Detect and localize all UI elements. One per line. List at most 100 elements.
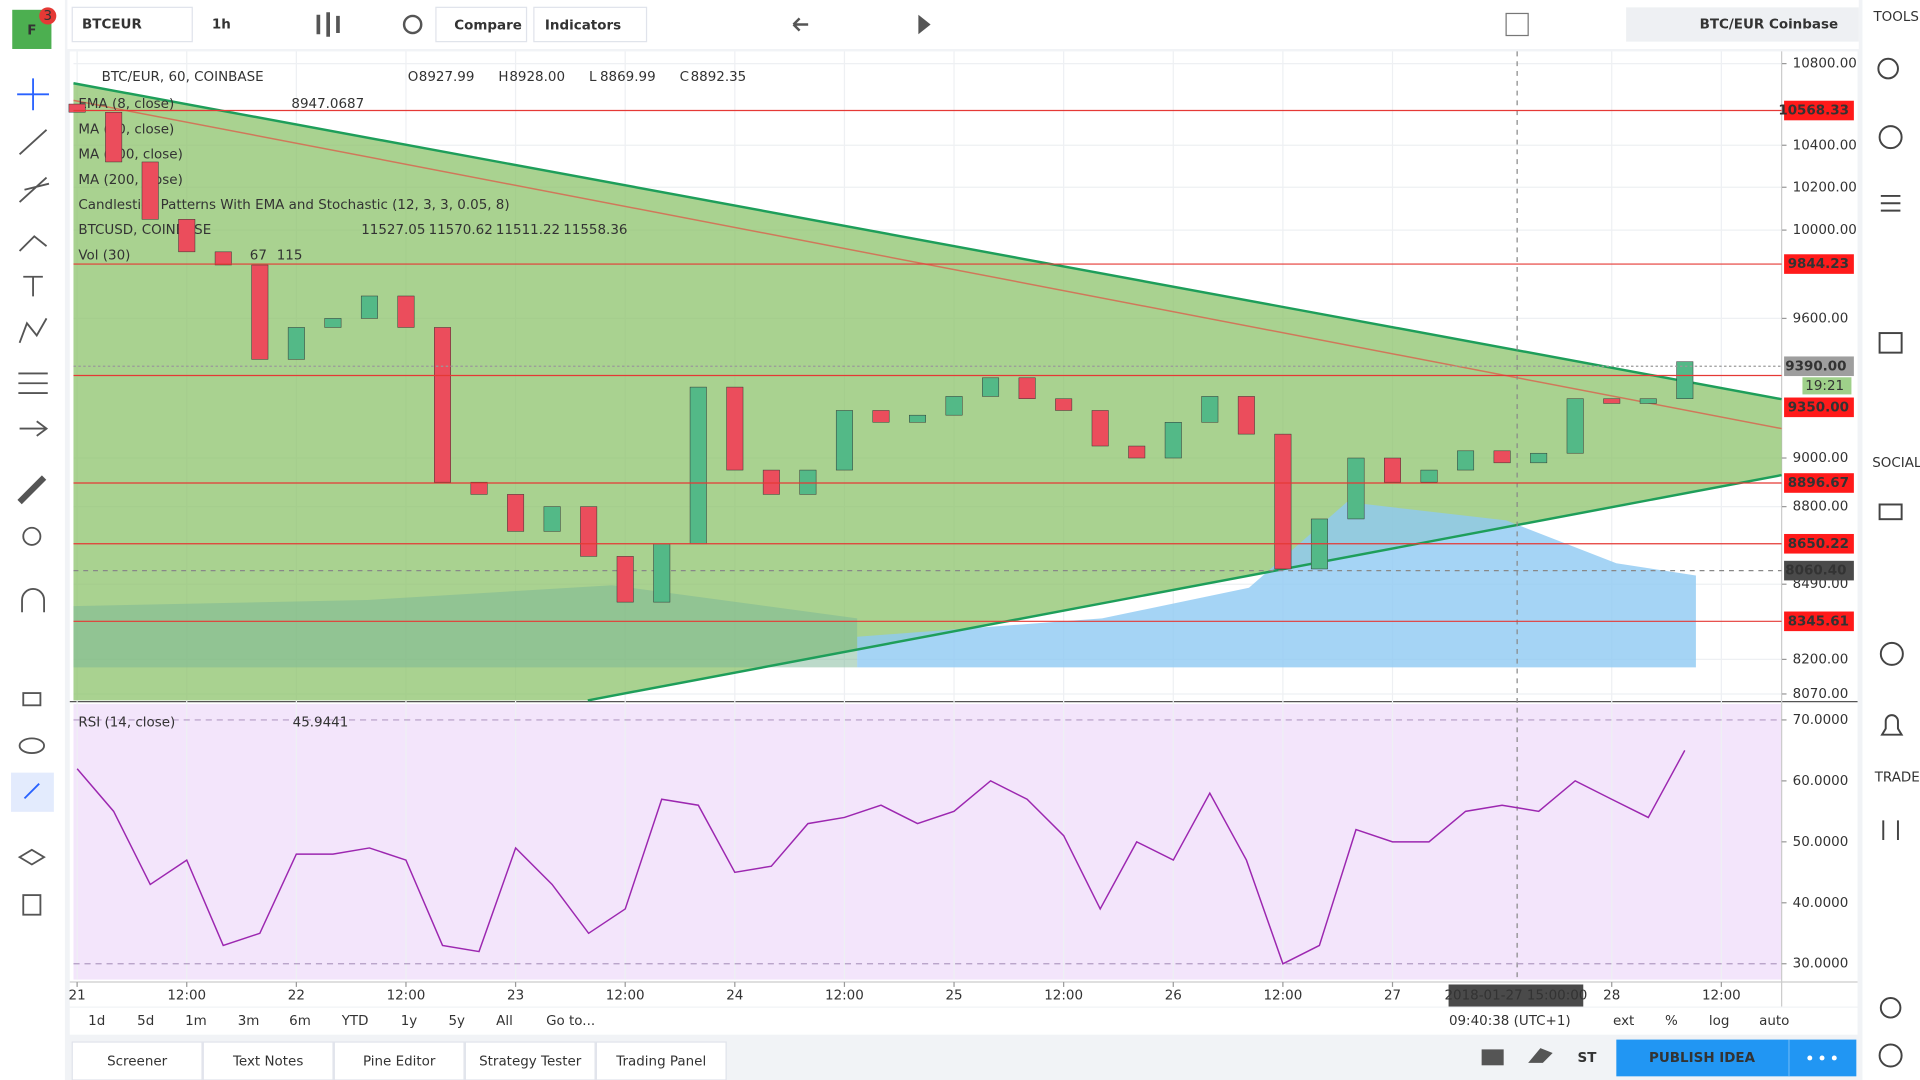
zoom-tool[interactable]	[22, 526, 42, 546]
study-value: 67	[250, 248, 267, 263]
symbol-box[interactable]	[71, 6, 193, 43]
range-button[interactable]: 3m	[238, 1014, 260, 1029]
layout-button[interactable]	[1626, 7, 1859, 42]
range-button[interactable]: 6m	[289, 1014, 311, 1029]
layers-tool[interactable]	[17, 848, 46, 866]
watchlist-icon[interactable]	[1880, 194, 1901, 212]
magnet-tool[interactable]	[21, 588, 45, 613]
undo-icon[interactable]	[792, 17, 809, 32]
fib-tool[interactable]	[18, 176, 50, 203]
range-button[interactable]: YTD	[341, 1014, 369, 1029]
right-toolbar	[1862, 0, 1920, 1080]
eye-tool[interactable]	[18, 737, 45, 754]
tab[interactable]	[464, 1041, 596, 1080]
color-icon[interactable]	[1505, 12, 1529, 37]
trade-icon[interactable]	[1882, 820, 1899, 840]
link-tool[interactable]	[23, 783, 40, 800]
dot	[1819, 1055, 1825, 1061]
symbol[interactable]: BTCEUR	[82, 17, 142, 32]
range-button[interactable]: 5d	[137, 1014, 154, 1029]
prediction-tool[interactable]	[18, 372, 48, 394]
snapshot-icon[interactable]	[1481, 1049, 1504, 1066]
x-tick-label: 25	[945, 989, 962, 1004]
icons-tool[interactable]	[19, 420, 49, 437]
left-toolbar	[0, 0, 65, 1080]
x-tick-label: 22	[288, 989, 305, 1004]
price-tag-label: 9844.23	[1788, 257, 1849, 272]
compare-button[interactable]	[435, 6, 528, 43]
y-tick-label: 8200.00	[1793, 652, 1849, 667]
scale-option[interactable]: log	[1709, 1014, 1730, 1029]
trend-line-upper	[73, 82, 1782, 401]
search-icon[interactable]	[1877, 57, 1899, 80]
ruler-tool[interactable]	[17, 475, 47, 505]
range-button[interactable]: 1y	[401, 1014, 418, 1029]
range-button[interactable]: 5y	[448, 1014, 465, 1029]
layout-name[interactable]: BTC/EUR Coinbase	[1700, 17, 1839, 32]
tab-label[interactable]: Trading Panel	[615, 1055, 706, 1070]
trendline-tool[interactable]	[18, 129, 48, 155]
ohlc-value: 8927.99	[419, 70, 475, 85]
price-tag	[1784, 473, 1854, 493]
tab-label[interactable]: Screener	[107, 1055, 168, 1070]
y-tick-label: 8070.00	[1793, 687, 1849, 702]
candle-body	[1566, 398, 1584, 454]
bars-icon[interactable]	[316, 12, 340, 37]
settings-icon-right[interactable]	[1879, 996, 1902, 1019]
scale-option[interactable]: auto	[1759, 1014, 1789, 1029]
logo[interactable]: F	[27, 24, 36, 39]
study-name: BTCUSD, COINBASE	[78, 223, 211, 238]
tab-label[interactable]: Text Notes	[232, 1055, 303, 1070]
chat-icon[interactable]	[1878, 503, 1903, 521]
range-button[interactable]: 1m	[185, 1014, 207, 1029]
study-value: 11527.05	[361, 223, 425, 238]
stocktwits[interactable]: ST	[1578, 1051, 1598, 1066]
text-tool[interactable]	[23, 275, 43, 297]
candle-body	[945, 396, 963, 416]
alarm-icon[interactable]	[1878, 125, 1903, 150]
indicators-button[interactable]	[533, 6, 648, 43]
scale-option[interactable]: %	[1665, 1014, 1678, 1029]
tab[interactable]	[71, 1041, 203, 1080]
range-button[interactable]: 1d	[88, 1014, 105, 1029]
ohlc-key: O	[408, 70, 419, 85]
candle-body	[835, 410, 853, 471]
calendar-icon[interactable]	[1878, 332, 1903, 354]
indicators[interactable]: Indicators	[545, 19, 621, 34]
lock-tool[interactable]	[22, 692, 42, 707]
candle-body	[1493, 450, 1511, 464]
compare[interactable]: Compare	[454, 19, 522, 34]
x-tick-label: 12:00	[387, 989, 426, 1004]
volume-area-left	[73, 585, 858, 668]
settings-icon[interactable]	[402, 14, 423, 35]
help-icon[interactable]	[1878, 1043, 1903, 1068]
publish-button[interactable]	[1616, 1039, 1857, 1077]
brush-tool[interactable]	[18, 235, 48, 252]
interval[interactable]: 1h	[212, 17, 231, 32]
replay-icon[interactable]	[918, 14, 931, 35]
tools-label: TOOLS	[1872, 10, 1918, 25]
price-tag-label: 8345.61	[1788, 614, 1849, 629]
crosshair-time: 2018-01-27 15:00:00	[1444, 989, 1587, 1004]
tab-label[interactable]: Pine Editor	[363, 1055, 436, 1070]
study-name: Candlestick Patterns With EMA and Stocha…	[78, 198, 509, 213]
pattern-tool[interactable]	[18, 317, 48, 344]
scale-option[interactable]: ext	[1613, 1014, 1634, 1029]
tab[interactable]	[202, 1041, 334, 1080]
range-button[interactable]: All	[496, 1014, 513, 1029]
streams-icon[interactable]	[1879, 641, 1904, 666]
tab-label[interactable]: Strategy Tester	[479, 1055, 582, 1070]
dot	[1807, 1055, 1813, 1061]
crosshair-tool[interactable]	[17, 78, 49, 111]
ohlc-value: 8928.00	[509, 70, 565, 85]
left-icons	[11, 78, 54, 916]
trash-tool[interactable]	[22, 894, 42, 916]
tab[interactable]	[595, 1041, 727, 1080]
x-tick-label: 28	[1603, 989, 1620, 1004]
range-button[interactable]: Go to...	[546, 1014, 595, 1029]
publish-label[interactable]: PUBLISH IDEA	[1649, 1051, 1756, 1066]
x-tick-label: 12:00	[1702, 989, 1741, 1004]
tab[interactable]	[333, 1041, 465, 1080]
notifications-icon[interactable]	[1880, 714, 1904, 736]
